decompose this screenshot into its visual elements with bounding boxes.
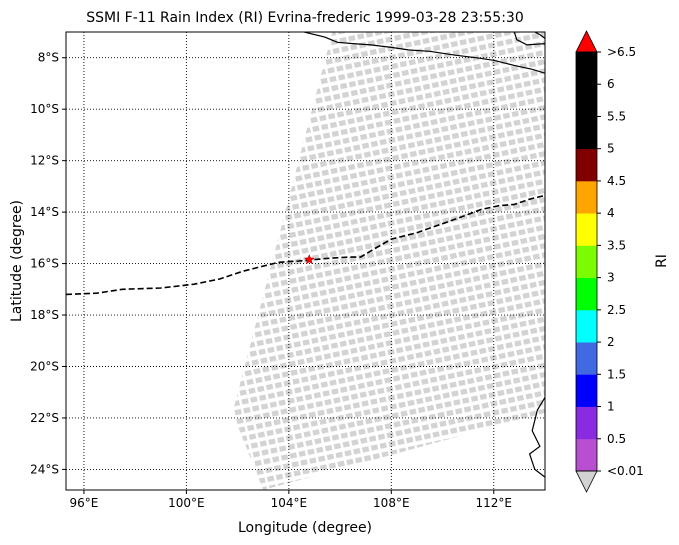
y-axis-ticks: 8°S 10°S 12°S 14°S 16°S 18°S 20°S 22°S 24°S <box>30 51 66 476</box>
colorbar-segment <box>576 148 597 182</box>
coastline <box>304 32 545 74</box>
colorbar-segment <box>576 374 597 407</box>
storm-track <box>66 194 545 296</box>
y-tick-label: 10°S <box>30 102 59 116</box>
colorbar-tick-label: 3.5 <box>607 238 626 252</box>
y-axis-label: Latitude (degree) <box>9 200 25 322</box>
chart-title: SSMI F-11 Rain Index (RI) Evrina-frederi… <box>86 10 524 26</box>
colorbar-segment <box>576 309 597 343</box>
y-tick-label: 24°S <box>30 462 59 476</box>
colorbar-tick-label: 6 <box>607 77 615 91</box>
y-tick-label: 18°S <box>30 308 59 322</box>
coastline <box>528 397 545 478</box>
colorbar: <0.01 0.5 1 1.5 2 2.5 3 3.5 4 4.5 5 5.5 6 >6.5 <box>575 30 644 493</box>
colorbar-label: RI <box>654 254 670 268</box>
colorbar-segment <box>576 406 597 440</box>
x-axis-ticks: 96°E 100°E 104°E 108°E 112°E <box>70 490 513 510</box>
x-tick-label: 96°E <box>70 496 99 510</box>
storm-track-layer <box>66 194 545 296</box>
colorbar-segment <box>576 180 597 214</box>
colorbar-tick-label: <0.01 <box>607 464 644 478</box>
y-tick-label: 20°S <box>30 359 59 373</box>
colorbar-segment <box>576 84 597 117</box>
colorbar-segment <box>576 277 597 311</box>
colorbar-under-arrow <box>575 470 598 493</box>
storm-center-marker <box>303 254 315 265</box>
x-axis-label: Longitude (degree) <box>238 520 372 536</box>
colorbar-tick-label: 4 <box>607 206 615 220</box>
colorbar-tick-label: 5.5 <box>607 109 626 123</box>
colorbar-segment <box>576 342 597 375</box>
plot-frame <box>65 31 546 491</box>
y-tick-label: 14°S <box>30 205 59 219</box>
x-tick-label: 112°E <box>476 496 513 510</box>
colorbar-segment <box>576 438 597 472</box>
colorbar-tick-label: 1.5 <box>607 367 626 381</box>
y-tick-label: 16°S <box>30 257 59 271</box>
colorbar-tick-label: 2.5 <box>607 303 626 317</box>
colorbar-tick-label: 3 <box>607 271 615 285</box>
y-tick-label: 12°S <box>30 154 59 168</box>
colorbar-tick-label: 0.5 <box>607 432 626 446</box>
colorbar-tick-label: >6.5 <box>607 45 636 59</box>
colorbar-segment <box>576 116 597 150</box>
x-tick-label: 104°E <box>271 496 308 510</box>
coastlines <box>304 32 545 478</box>
x-tick-label: 100°E <box>168 496 205 510</box>
colorbar-tick-label: 4.5 <box>607 174 626 188</box>
colorbar-segment <box>576 52 597 85</box>
colorbar-frame <box>575 51 598 472</box>
colorbar-tick-label: 5 <box>607 142 615 156</box>
colorbar-tick-label: 1 <box>607 400 615 414</box>
ssmi-swath-layer <box>232 32 545 490</box>
y-tick-label: 22°S <box>30 411 59 425</box>
y-tick-label: 8°S <box>38 51 59 65</box>
colorbar-segment <box>576 245 597 279</box>
coastline <box>534 32 545 39</box>
colorbar-segment <box>576 213 597 246</box>
swath-polygon <box>232 32 545 490</box>
coastline <box>513 32 545 46</box>
colorbar-tick-label: 2 <box>607 335 615 349</box>
x-tick-label: 108°E <box>373 496 410 510</box>
colorbar-over-arrow <box>575 30 598 53</box>
